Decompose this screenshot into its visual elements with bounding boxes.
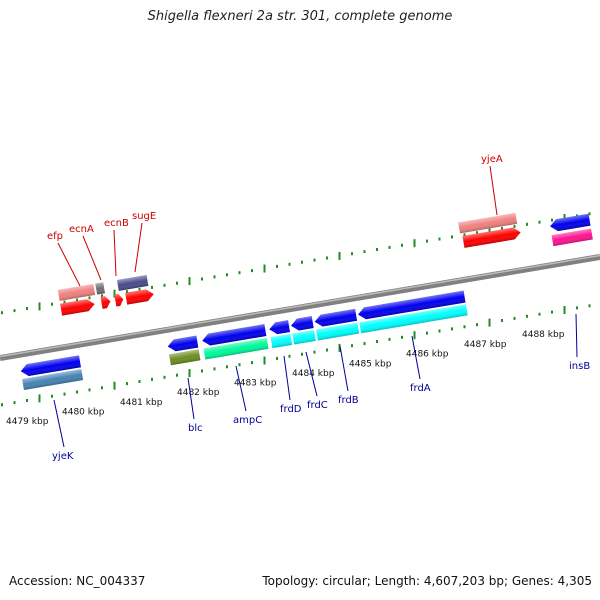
yjeA-feature-shade bbox=[458, 212, 518, 234]
minus-leader-line bbox=[235, 365, 247, 412]
plus-gene-label: yjeA bbox=[481, 154, 503, 165]
scale-label: 4482 kbp bbox=[177, 388, 220, 398]
frdD-feature-shade bbox=[270, 333, 293, 349]
minus-leader-line bbox=[305, 351, 318, 397]
minus-leader-line bbox=[187, 377, 195, 420]
ecnA-arrow-shade bbox=[100, 296, 111, 309]
ecnB-arrow-shade bbox=[114, 293, 124, 307]
plus-leader-line bbox=[134, 222, 143, 273]
minus-gene-label: blc bbox=[188, 423, 203, 434]
sugE-feature-shade bbox=[116, 275, 149, 291]
map-title: Shigella flexneri 2a str. 301, complete … bbox=[147, 9, 453, 24]
scale-label: 4488 kbp bbox=[522, 330, 565, 340]
yjeA-arrow-shade bbox=[462, 227, 521, 248]
minus-gene-label: frdA bbox=[410, 383, 431, 394]
minus-strand-ticks bbox=[1, 304, 591, 407]
plus-gene-label: efp bbox=[47, 231, 63, 242]
minus-leader-line bbox=[339, 345, 349, 392]
minus-leader-line bbox=[575, 313, 578, 358]
genome-backbone bbox=[0, 254, 600, 361]
ampC-feature-shade bbox=[203, 337, 269, 360]
gene-features bbox=[20, 212, 593, 390]
plus-gene-label: ecnA bbox=[69, 224, 94, 235]
plus-leader-line bbox=[82, 235, 102, 281]
accession-text: Accession: NC_004337 bbox=[9, 574, 146, 588]
scale-label: 4480 kbp bbox=[62, 408, 105, 418]
minus-gene-label: insB bbox=[569, 361, 590, 372]
scale-label: 4485 kbp bbox=[349, 359, 392, 369]
plus-leader-line bbox=[57, 242, 81, 287]
minus-leader-line bbox=[283, 355, 291, 401]
scale-label: 4481 kbp bbox=[120, 398, 163, 408]
plus-gene-label: sugE bbox=[132, 211, 156, 222]
minus-leader-line bbox=[411, 335, 421, 380]
plus-gene-label: ecnB bbox=[104, 218, 129, 229]
frdD-arrow-shade bbox=[269, 320, 291, 335]
insB-arrow-shade bbox=[550, 213, 591, 232]
sugE-arrow-shade bbox=[125, 289, 154, 305]
genome-summary: Topology: circular; Length: 4,607,203 bp… bbox=[262, 574, 592, 588]
scale-label: 4484 kbp bbox=[292, 369, 335, 379]
efp-arrow-shade bbox=[60, 299, 95, 316]
plus-leader-line bbox=[113, 229, 117, 277]
yjeK-arrow-shade bbox=[20, 355, 81, 377]
insB-feature-shade bbox=[551, 228, 593, 247]
frdB-arrow-shade bbox=[314, 308, 358, 327]
frdC-feature-shade bbox=[292, 329, 316, 345]
plus-leader-line bbox=[489, 165, 498, 216]
frdA-feature-shade bbox=[359, 304, 468, 334]
minus-leader-line bbox=[53, 399, 65, 448]
scale-label: 4479 kbp bbox=[6, 417, 49, 427]
minus-gene-label: frdB bbox=[338, 395, 359, 406]
minus-gene-label: frdC bbox=[307, 400, 328, 411]
blc-feature-shade bbox=[169, 349, 201, 366]
scale-label: 4486 kbp bbox=[406, 350, 449, 360]
minus-gene-label: ampC bbox=[233, 415, 262, 426]
minus-gene-label: yjeK bbox=[52, 451, 74, 462]
frdB-feature-shade bbox=[315, 322, 360, 341]
scale-label: 4483 kbp bbox=[234, 379, 277, 389]
efp-feature-shade bbox=[57, 284, 96, 301]
scale-labels: 4479 kbp 4480 kbp 4481 kbp 4482 kbp 4483 kbp… bbox=[6, 330, 565, 427]
minus-gene-label: frdD bbox=[280, 404, 302, 415]
ampC-arrow-shade bbox=[202, 324, 267, 346]
frdA-arrow-shade bbox=[358, 290, 466, 320]
scale-label: 4487 kbp bbox=[464, 340, 507, 350]
yjeK-feature-shade bbox=[22, 369, 84, 390]
ecnA-feature-shade bbox=[95, 282, 105, 295]
frdC-arrow-shade bbox=[290, 316, 314, 331]
blc-arrow-shade bbox=[167, 335, 199, 352]
